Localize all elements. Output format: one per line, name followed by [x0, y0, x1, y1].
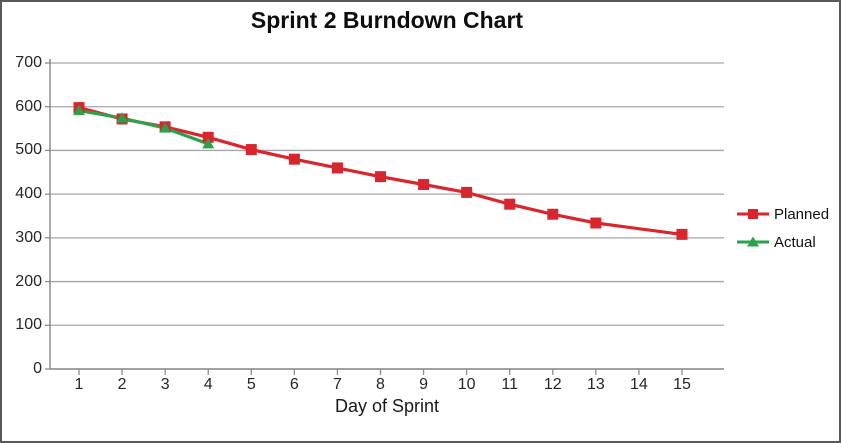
actual-data-point	[159, 122, 172, 133]
x-tick-label: 13	[586, 376, 605, 393]
y-tick-label: 500	[15, 141, 42, 159]
planned-series-line	[78, 106, 683, 236]
legend-label: Actual	[774, 233, 816, 251]
x-tick-label: 14	[630, 376, 648, 393]
actual-series-line	[78, 109, 209, 146]
planned-data-point	[676, 228, 688, 240]
planned-data-point	[245, 144, 257, 156]
y-tick-label: 100	[15, 316, 42, 334]
legend-item-planned: Planned	[737, 202, 829, 226]
x-axis-title: Day of Sprint	[334, 396, 440, 416]
y-tick-label: 300	[15, 228, 42, 246]
x-tick-label: 11	[501, 376, 518, 393]
planned-series-marker-icon	[737, 209, 769, 219]
actual-data-point	[116, 112, 129, 123]
y-tick-label: 600	[15, 97, 42, 115]
legend: Planned Actual	[737, 202, 829, 254]
planned-data-point	[202, 131, 214, 143]
x-tick-label: 1	[74, 376, 84, 393]
planned-data-point	[504, 198, 516, 210]
x-tick-label: 5	[246, 376, 256, 393]
actual-data-point	[202, 137, 215, 149]
x-tick-label: 9	[419, 376, 429, 393]
legend-item-actual: Actual	[737, 230, 829, 254]
planned-data-point	[288, 153, 300, 165]
x-tick-label: 15	[673, 376, 691, 393]
actual-data-point	[73, 104, 85, 116]
x-tick-label: 2	[117, 376, 127, 393]
x-tick-label: 10	[457, 376, 476, 393]
legend-label: Planned	[774, 205, 830, 223]
chart-title: Sprint 2 Burndown Chart	[250, 7, 524, 33]
x-tick-label: 3	[160, 376, 170, 393]
planned-data-point	[590, 217, 602, 229]
y-tick-label: 200	[15, 272, 42, 290]
x-tick-label: 7	[332, 376, 342, 393]
planned-data-point	[547, 208, 559, 220]
y-tick-label: 700	[15, 54, 42, 71]
planned-data-point	[461, 186, 473, 198]
x-tick-label: 12	[543, 376, 562, 393]
x-tick-label: 8	[376, 376, 385, 393]
actual-series-marker-icon	[737, 236, 769, 247]
x-tick-label: 6	[289, 376, 299, 393]
planned-data-point	[375, 171, 386, 183]
x-tick-label: 4	[203, 376, 213, 393]
y-tick-label: 0	[33, 360, 42, 377]
y-tick-label: 400	[15, 185, 42, 203]
planned-data-point	[331, 162, 343, 174]
planned-data-point	[418, 179, 430, 191]
